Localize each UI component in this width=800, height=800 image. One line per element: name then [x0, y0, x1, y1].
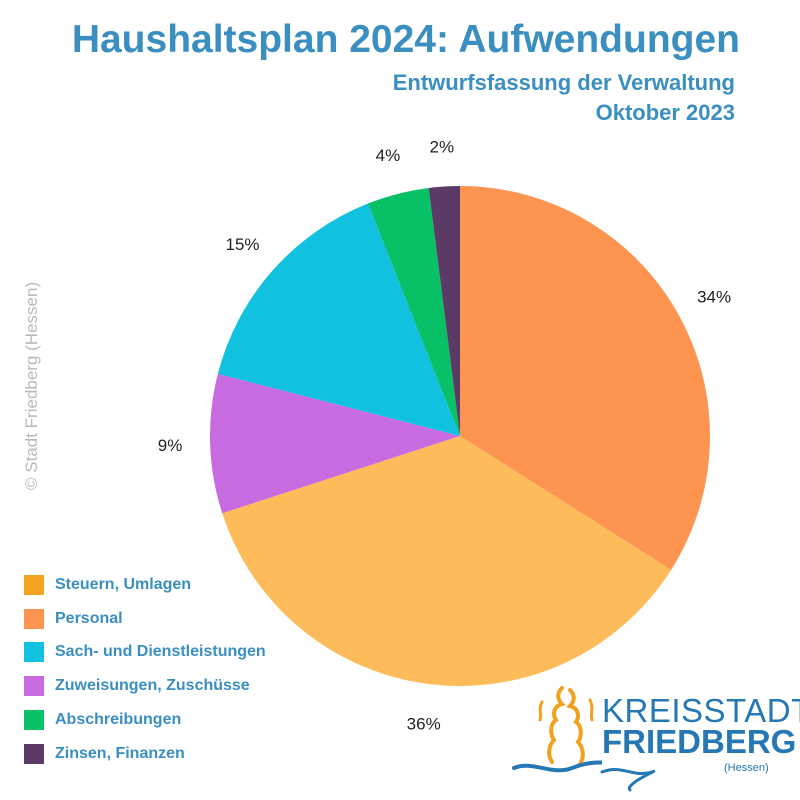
- pie-slice-1: [222, 436, 672, 686]
- slice-percent-label: 36%: [407, 715, 441, 734]
- legend-item: Zinsen, Finanzen: [24, 737, 266, 771]
- legend-label: Zuweisungen, Zuschüsse: [55, 677, 250, 695]
- legend-label: Abschreibungen: [55, 711, 182, 729]
- legend-swatch: [24, 743, 44, 764]
- legend-item: Steuern, Umlagen: [24, 568, 266, 602]
- slice-percent-label: 15%: [225, 235, 259, 254]
- pie-slice-2: [210, 373, 460, 514]
- chart-date: Oktober 2023: [595, 100, 735, 125]
- chart-subtitle: Entwurfsfassung der Verwaltung: [392, 70, 735, 95]
- legend-swatch: [24, 574, 44, 595]
- river-wave: [512, 760, 602, 773]
- chart-legend: Steuern, Umlagen Personal Sach- und Dien…: [24, 568, 266, 771]
- pie-slices: [210, 186, 711, 686]
- slice-percent-label: 4%: [376, 146, 401, 165]
- legend-item: Personal: [24, 602, 266, 636]
- legend-item: Sach- und Dienstleistungen: [24, 636, 266, 670]
- legend-label: Steuern, Umlagen: [55, 575, 192, 593]
- legend-label: Sach- und Dienstleistungen: [55, 643, 266, 661]
- tower-icon: [512, 686, 602, 773]
- logo-text-kreisstadt: KREISSTADT: [602, 692, 800, 729]
- slice-percent-label: 34%: [697, 287, 731, 306]
- legend-swatch: [24, 642, 44, 663]
- kreisstadt-friedberg-logo: KREISSTADT FRIEDBERG (Hessen): [512, 680, 800, 795]
- legend-item: Zuweisungen, Zuschüsse: [24, 669, 266, 703]
- logo-text-hessen: (Hessen): [724, 762, 769, 774]
- pie-labels: 34% 36% 9% 15% 4% 2%: [158, 138, 731, 734]
- legend-item: Abschreibungen: [24, 703, 266, 737]
- legend-swatch: [24, 710, 44, 731]
- legend-swatch: [24, 676, 44, 697]
- legend-swatch: [24, 608, 44, 629]
- pie-slice-5: [428, 186, 460, 436]
- slice-percent-label: 2%: [430, 138, 455, 157]
- pie-slice-4: [367, 187, 460, 436]
- legend-label: Personal: [55, 609, 123, 627]
- pie-slice-0: [460, 186, 711, 570]
- slice-percent-label: 9%: [158, 436, 183, 455]
- logo-text-friedberg: FRIEDBERG: [602, 723, 797, 760]
- pie-slice-3: [217, 203, 460, 436]
- river-icon: [600, 767, 656, 792]
- legend-label: Zinsen, Finanzen: [55, 744, 185, 762]
- chart-title: Haushaltsplan 2024: Aufwendungen: [71, 18, 740, 61]
